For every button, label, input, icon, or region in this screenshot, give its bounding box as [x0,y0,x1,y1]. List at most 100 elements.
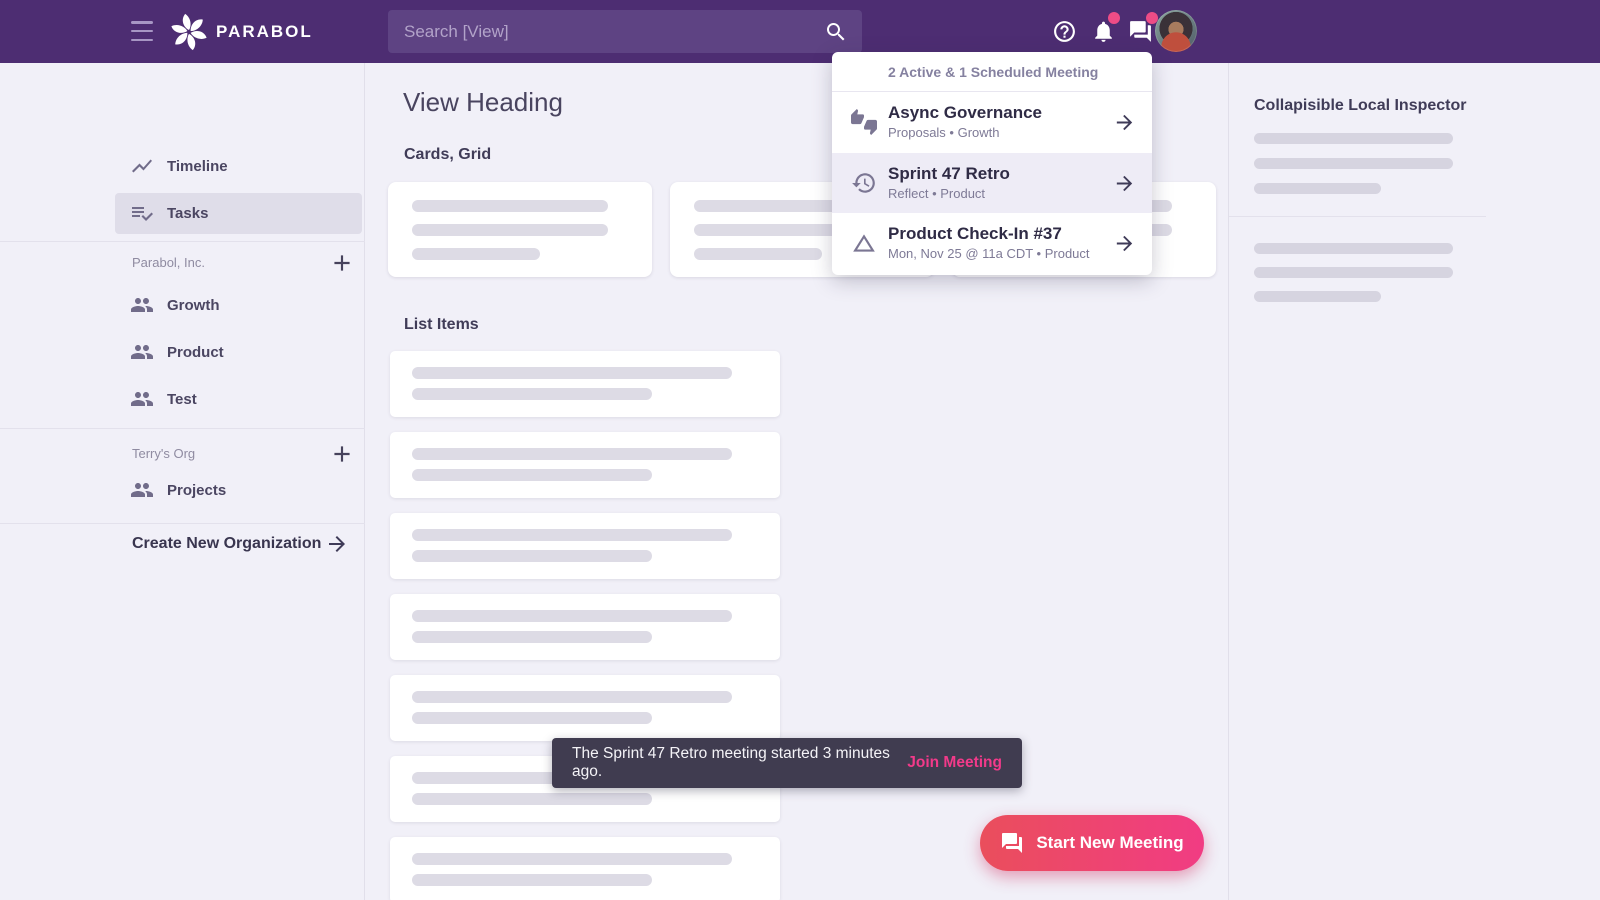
snackbar: The Sprint 47 Retro meeting started 3 mi… [552,738,1022,788]
skeleton-bar [412,691,732,703]
team-label: Test [167,390,197,408]
divider [0,428,365,429]
add-team-button[interactable] [329,250,355,276]
arrow-right-icon[interactable] [1113,172,1136,195]
divider [0,523,365,524]
snackbar-message: The Sprint 47 Retro meeting started 3 mi… [572,745,890,780]
skeleton-bar [1254,291,1381,302]
skeleton-bar [412,388,652,400]
team-label: Product [167,343,224,361]
skeleton-list-item[interactable] [390,675,780,741]
tasks-icon [132,207,153,221]
meetings-dropdown: 2 Active & 1 Scheduled Meeting Async Gov… [832,52,1152,275]
inspector-title: Collapisible Local Inspector [1254,97,1467,114]
plus-icon [334,255,350,271]
notification-badge [1108,12,1120,24]
search-icon[interactable] [824,20,848,44]
plus-icon [334,446,350,462]
cards-section-heading: Cards, Grid [404,146,492,163]
team-label: Growth [167,296,220,314]
skeleton-bar [412,224,608,236]
skeleton-bar [1254,158,1453,169]
parabol-logo-icon [171,13,207,51]
skeleton-bar [412,631,652,643]
group-icon [131,345,153,359]
org-name-label: Terry's Org [132,446,196,461]
group-icon [131,298,153,312]
list-section-heading: List Items [404,316,479,333]
menu-item-sprint-47-retro[interactable]: Sprint 47 Retro Reflect • Product [832,152,1152,213]
sidebar-item-tasks[interactable]: Tasks [0,193,365,233]
join-meeting-link[interactable]: Join Meeting [907,754,1002,771]
skeleton-bar [1254,267,1453,278]
meeting-subtitle: Proposals • Growth [888,125,1000,140]
skeleton-bar [412,793,652,805]
top-bar: PARABOL [0,0,1600,63]
chat-badge [1146,12,1158,24]
skeleton-bar [412,853,732,865]
fab-label: Start New Meeting [1036,833,1184,852]
team-label: Projects [167,481,227,499]
brand-name: PARABOL [216,22,313,41]
skeleton-list-item[interactable] [390,432,780,498]
meeting-title: Async Governance [888,103,1043,122]
page-title: View Heading [403,87,563,117]
skeleton-card[interactable] [388,182,652,277]
sidebar-item-team-projects[interactable]: Projects [0,470,365,510]
chat-forum-icon[interactable] [1128,19,1153,44]
skeleton-list-item[interactable] [390,837,780,900]
skeleton-list-item[interactable] [390,513,780,579]
user-avatar[interactable] [1155,10,1197,52]
chat-forum-icon [1002,833,1023,853]
hamburger-menu-icon[interactable] [131,21,153,41]
thumbs-up-down-icon [851,109,877,135]
org-name-label: Parabol, Inc. [132,255,205,270]
sidebar-item-team-product[interactable]: Product [0,332,365,372]
sidebar-item-label: Timeline [167,157,228,175]
add-team-button[interactable] [329,441,355,467]
arrow-right-icon[interactable] [1113,232,1136,255]
divider [1229,216,1486,217]
history-icon [852,172,875,193]
create-new-organization-button[interactable]: Create New Organization [132,535,322,552]
skeleton-list-item[interactable] [390,351,780,417]
start-new-meeting-button[interactable]: Start New Meeting [980,815,1204,871]
notifications-bell-icon[interactable] [1091,19,1116,44]
skeleton-bar [694,248,822,260]
skeleton-bar [412,469,652,481]
active-item-highlight [115,193,362,234]
sidebar-item-timeline[interactable]: Timeline [0,146,365,186]
skeleton-list-item[interactable] [390,594,780,660]
skeleton-bar [1254,183,1381,194]
group-icon [131,392,153,406]
arrow-right-icon[interactable] [325,532,349,556]
skeleton-bar [412,448,732,460]
arrow-right-icon[interactable] [1113,111,1136,134]
meeting-title: Product Check-In #37 [888,224,1062,243]
left-sidebar: Timeline Tasks Parabol, Inc. Growth Prod… [0,63,365,900]
triangle-icon [853,234,875,252]
skeleton-bar [412,550,652,562]
menu-item-async-governance[interactable]: Async Governance Proposals • Growth [832,92,1152,153]
sidebar-item-team-growth[interactable]: Growth [0,285,365,325]
meeting-subtitle: Reflect • Product [888,185,986,201]
skeleton-bar [412,248,540,260]
meeting-title: Sprint 47 Retro [888,163,1010,183]
search-input[interactable] [404,21,824,42]
sidebar-item-team-test[interactable]: Test [0,379,365,419]
meeting-subtitle: Mon, Nov 25 @ 11a CDT • Product [888,246,1090,261]
skeleton-bar [1254,243,1453,254]
skeleton-bar [412,712,652,724]
help-icon[interactable] [1052,19,1077,44]
menu-item-product-check-in[interactable]: Product Check-In #37 Mon, Nov 25 @ 11a C… [832,213,1152,274]
sidebar-item-label: Tasks [167,204,209,222]
skeleton-bar [412,200,608,212]
search-bar[interactable] [388,10,862,53]
skeleton-bar [412,874,652,886]
skeleton-bar [412,367,732,379]
timeline-icon [132,159,152,173]
skeleton-bar [1254,133,1453,144]
local-inspector-panel: Collapisible Local Inspector [1228,63,1600,900]
divider [0,241,365,242]
